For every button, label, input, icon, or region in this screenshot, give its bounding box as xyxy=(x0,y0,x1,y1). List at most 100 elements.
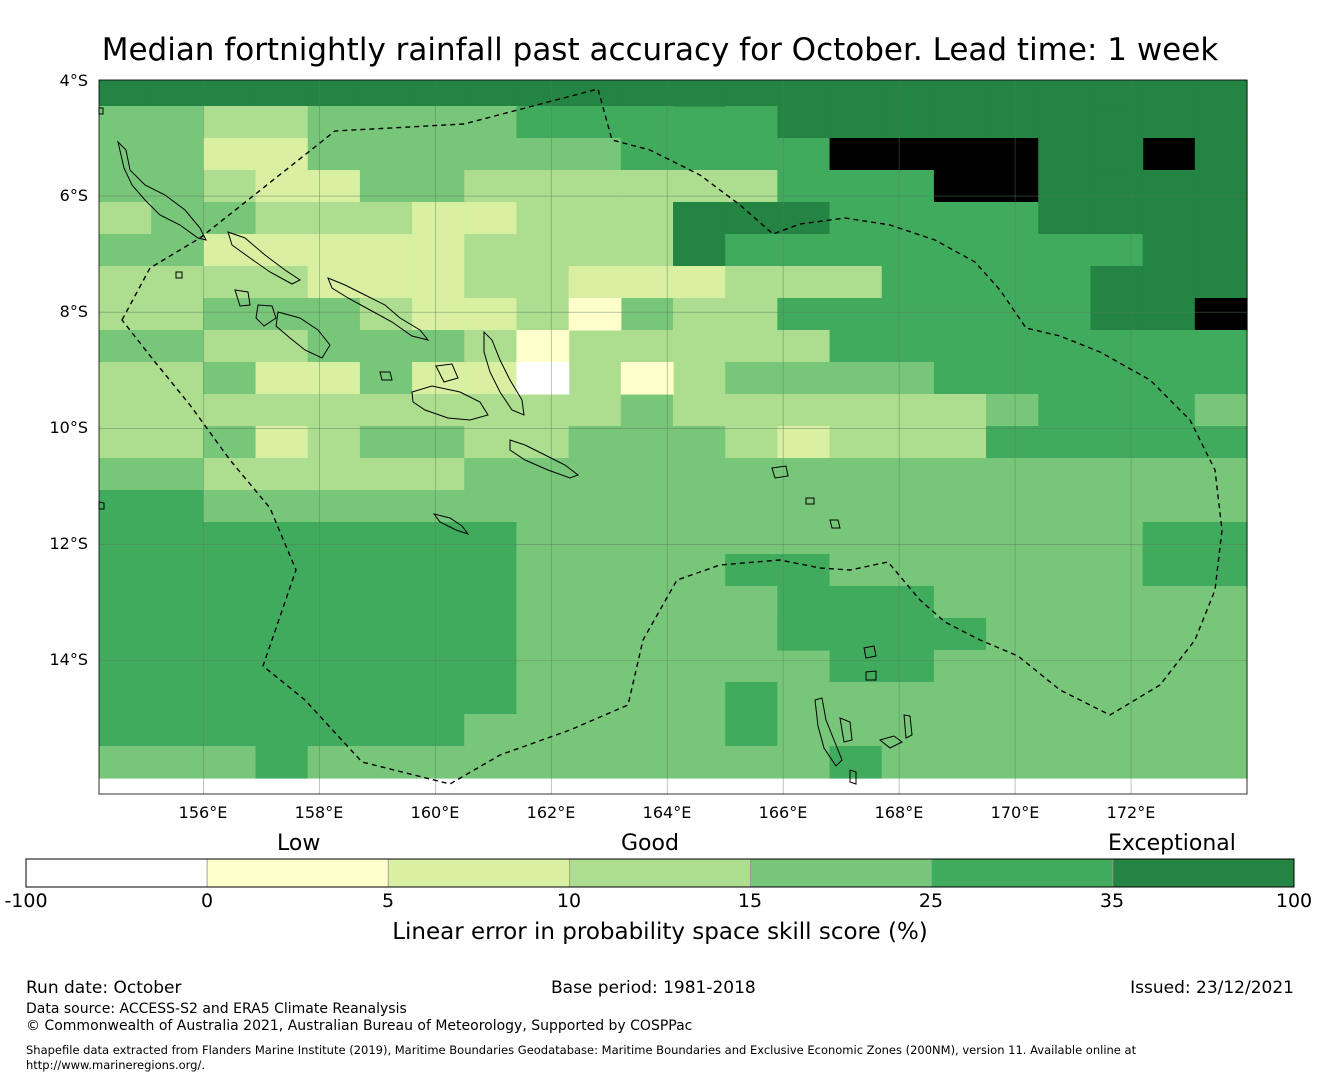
grid-cell xyxy=(725,490,778,523)
grid-cell xyxy=(99,746,152,779)
shapefile-credit: Shapefile data extracted from Flanders M… xyxy=(26,1043,1266,1073)
grid-cell xyxy=(99,202,152,235)
grid-cell xyxy=(933,458,987,491)
grid-cell xyxy=(412,234,465,267)
grid-cell xyxy=(203,266,257,299)
grid-cell xyxy=(307,586,361,619)
grid-cell xyxy=(99,458,152,491)
grid-cell xyxy=(881,554,935,587)
grid-cell xyxy=(777,490,831,523)
grid-cell xyxy=(203,202,257,235)
grid-cell xyxy=(464,682,518,715)
grid-cell xyxy=(516,170,570,203)
grid-cell xyxy=(777,554,831,587)
grid-cell xyxy=(203,106,257,139)
grid-cell xyxy=(829,650,883,683)
grid-cell xyxy=(464,330,518,363)
island-outline xyxy=(411,385,489,421)
grid-cell xyxy=(673,618,726,651)
grid-cell xyxy=(673,234,726,267)
grid-cell xyxy=(516,554,570,587)
island-outline xyxy=(839,717,853,743)
grid-cell xyxy=(673,426,726,459)
grid-cell xyxy=(1194,714,1248,747)
grid-cell xyxy=(1142,106,1196,139)
grid-cell xyxy=(464,586,518,619)
grid-cell xyxy=(1194,80,1248,107)
grid-cell xyxy=(568,554,622,587)
grid-cell xyxy=(986,362,1039,395)
grid-cell xyxy=(881,234,935,267)
grid-cell xyxy=(464,650,518,683)
grid-cell xyxy=(986,138,1039,171)
grid-cell xyxy=(1038,650,1092,683)
grid-cell xyxy=(725,138,778,171)
grid-cell xyxy=(568,522,622,555)
grid-cell xyxy=(516,362,570,395)
grid-cell xyxy=(568,426,622,459)
colorbar-segment xyxy=(1112,858,1295,888)
grid-cell xyxy=(568,362,622,395)
grid-cell xyxy=(412,586,465,619)
colorbar-segment xyxy=(387,858,570,888)
category-good: Good xyxy=(621,831,679,856)
grid-cell xyxy=(777,586,831,619)
grid-cell xyxy=(516,234,570,267)
grid-cell xyxy=(412,202,465,235)
grid-cell xyxy=(1090,330,1144,363)
grid-cell xyxy=(1194,266,1248,299)
grid-cell xyxy=(777,426,831,459)
grid-cell xyxy=(307,266,361,299)
grid-cell xyxy=(933,138,987,171)
grid-cell xyxy=(151,522,204,555)
grid-cell xyxy=(829,266,883,299)
colorbar-label: Linear error in probability space skill … xyxy=(392,919,928,945)
grid-cell xyxy=(933,234,987,267)
grid-cell xyxy=(986,298,1039,331)
grid-cell xyxy=(777,746,831,779)
grid-cell xyxy=(933,170,987,203)
grid-cell xyxy=(933,682,987,715)
grid-cell xyxy=(1142,746,1196,779)
grid-cell xyxy=(1038,426,1092,459)
grid-cell xyxy=(881,682,935,715)
grid-cell xyxy=(516,298,570,331)
grid-cell xyxy=(99,618,152,651)
tick-label: 10 xyxy=(556,890,582,912)
issued-date: Issued: 23/12/2021 xyxy=(1130,978,1294,998)
grid-cell xyxy=(881,650,935,683)
grid-cell xyxy=(1038,714,1092,747)
grid-cell xyxy=(933,80,987,107)
grid-cell xyxy=(99,490,152,523)
island-outline xyxy=(483,330,525,416)
grid-cell xyxy=(673,746,726,779)
grid-cell xyxy=(1038,554,1092,587)
lon-label-166e: 166°E xyxy=(758,803,808,822)
grid-cell xyxy=(1142,714,1196,747)
grid-cell xyxy=(725,330,778,363)
grid-cell xyxy=(307,138,361,171)
grid-cell xyxy=(829,362,883,395)
grid-cell xyxy=(1090,458,1144,491)
lat-label-10s: 10°S xyxy=(49,418,88,437)
grid-cell xyxy=(673,330,726,363)
grid-cell xyxy=(1142,266,1196,299)
grid-cell xyxy=(568,714,622,747)
grid-cell xyxy=(1090,298,1144,331)
grid-cell xyxy=(881,266,935,299)
grid-cell xyxy=(725,202,778,235)
grid-cell xyxy=(412,554,465,587)
grid-cell xyxy=(307,618,361,651)
grid-cell xyxy=(412,298,465,331)
grid-cell xyxy=(620,234,674,267)
grid-cell xyxy=(255,138,309,171)
grid-cell xyxy=(203,586,257,619)
grid-cell xyxy=(203,554,257,587)
grid-cell xyxy=(203,522,257,555)
grid-cell xyxy=(568,138,622,171)
grid-cell xyxy=(1194,746,1248,779)
grid-cell xyxy=(725,746,778,779)
grid-cell xyxy=(464,554,518,587)
grid-cell xyxy=(359,490,413,523)
